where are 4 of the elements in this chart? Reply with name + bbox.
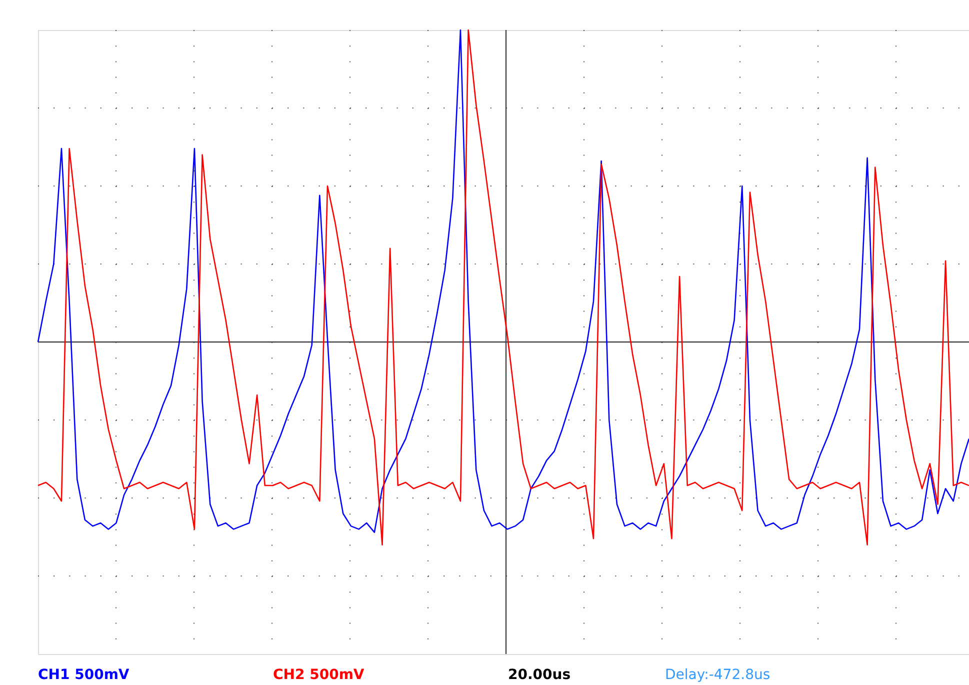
text: 20.00us (508, 667, 571, 683)
text: CH2 500mV (273, 667, 364, 683)
text: Delay:-472.8us (665, 667, 770, 683)
text: CH1 500mV (38, 667, 130, 683)
